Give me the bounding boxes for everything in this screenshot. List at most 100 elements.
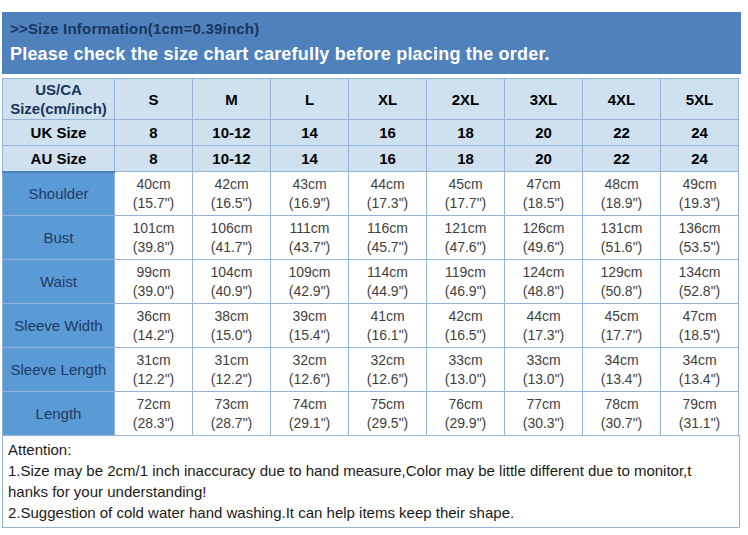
size-cell: 47cm(18.5") xyxy=(661,304,739,348)
inch-value: (30.3") xyxy=(505,414,582,433)
inch-value: (42.9") xyxy=(271,282,348,301)
inch-value: (16.1") xyxy=(349,326,426,345)
corner-header-line2: Size(cm/inch) xyxy=(3,99,114,118)
inch-value: (30.7") xyxy=(583,414,660,433)
shoulder-row: Shoulder 40cm(15.7") 42cm(16.5") 43cm(16… xyxy=(3,172,739,216)
uk-size-label: UK Size xyxy=(3,120,115,146)
inch-value: (28.3") xyxy=(115,414,192,433)
size-cell: 42cm(16.5") xyxy=(427,304,505,348)
corner-header-line1: US/CA xyxy=(3,80,114,99)
au-size-value: 18 xyxy=(427,146,505,172)
uk-size-value: 10-12 xyxy=(193,120,271,146)
inch-value: (18.5") xyxy=(661,326,738,345)
uk-size-value: 24 xyxy=(661,120,739,146)
cm-value: 99cm xyxy=(115,263,192,282)
size-cell: 106cm(41.7") xyxy=(193,216,271,260)
size-cell: 45cm(17.7") xyxy=(583,304,661,348)
row-label-waist: Waist xyxy=(3,260,115,304)
cm-value: 47cm xyxy=(661,307,738,326)
cm-value: 33cm xyxy=(427,351,504,370)
col-header-2xl: 2XL xyxy=(427,79,505,120)
au-size-value: 14 xyxy=(271,146,349,172)
row-label-sleeve-length: Sleeve Length xyxy=(3,348,115,392)
inch-value: (13.0") xyxy=(427,370,504,389)
au-size-value: 22 xyxy=(583,146,661,172)
inch-value: (17.7") xyxy=(427,194,504,213)
attention-heading: Attention: xyxy=(8,439,734,460)
cm-value: 129cm xyxy=(583,263,660,282)
size-cell: 124cm(48.8") xyxy=(505,260,583,304)
inch-value: (51.6") xyxy=(583,238,660,257)
size-cell: 101cm(39.8") xyxy=(115,216,193,260)
inch-value: (16.9") xyxy=(271,194,348,213)
inch-value: (41.7") xyxy=(193,238,270,257)
cm-value: 109cm xyxy=(271,263,348,282)
cm-value: 78cm xyxy=(583,395,660,414)
row-label-sleeve-width: Sleeve Width xyxy=(3,304,115,348)
inch-value: (28.7") xyxy=(193,414,270,433)
inch-value: (44.9") xyxy=(349,282,426,301)
uk-size-value: 20 xyxy=(505,120,583,146)
cm-value: 126cm xyxy=(505,219,582,238)
row-label-bust: Bust xyxy=(3,216,115,260)
inch-value: (50.8") xyxy=(583,282,660,301)
inch-value: (14.2") xyxy=(115,326,192,345)
inch-value: (17.3") xyxy=(505,326,582,345)
cm-value: 41cm xyxy=(349,307,426,326)
uk-size-value: 8 xyxy=(115,120,193,146)
cm-value: 47cm xyxy=(505,175,582,194)
size-cell: 136cm(53.5") xyxy=(661,216,739,260)
col-header-3xl: 3XL xyxy=(505,79,583,120)
inch-value: (39.8") xyxy=(115,238,192,257)
size-cell: 34cm(13.4") xyxy=(661,348,739,392)
row-label-shoulder: Shoulder xyxy=(3,172,115,216)
inch-value: (17.7") xyxy=(583,326,660,345)
corner-header: US/CA Size(cm/inch) xyxy=(3,79,115,120)
cm-value: 33cm xyxy=(505,351,582,370)
au-size-value: 8 xyxy=(115,146,193,172)
size-cell: 77cm(30.3") xyxy=(505,392,583,436)
size-cell: 76cm(29.9") xyxy=(427,392,505,436)
size-cell: 73cm(28.7") xyxy=(193,392,271,436)
cm-value: 111cm xyxy=(271,219,348,238)
size-cell: 33cm(13.0") xyxy=(427,348,505,392)
attention-note-1a: 1.Size may be 2cm/1 inch inaccuracy due … xyxy=(8,460,734,481)
inch-value: (15.7") xyxy=(115,194,192,213)
inch-value: (18.9") xyxy=(583,194,660,213)
au-size-value: 10-12 xyxy=(193,146,271,172)
size-cell: 32cm(12.6") xyxy=(349,348,427,392)
attention-note-1b: hanks for your understanding! xyxy=(8,481,734,502)
inch-value: (12.2") xyxy=(193,370,270,389)
size-cell: 31cm(12.2") xyxy=(115,348,193,392)
cm-value: 76cm xyxy=(427,395,504,414)
inch-value: (31.1") xyxy=(661,414,738,433)
inch-value: (47.6") xyxy=(427,238,504,257)
attention-box: Attention: 1.Size may be 2cm/1 inch inac… xyxy=(2,435,740,528)
cm-value: 31cm xyxy=(115,351,192,370)
inch-value: (29.9") xyxy=(427,414,504,433)
cm-value: 114cm xyxy=(349,263,426,282)
cm-value: 45cm xyxy=(427,175,504,194)
au-size-value: 24 xyxy=(661,146,739,172)
size-cell: 111cm(43.7") xyxy=(271,216,349,260)
col-header-s: S xyxy=(115,79,193,120)
uk-size-value: 16 xyxy=(349,120,427,146)
cm-value: 75cm xyxy=(349,395,426,414)
cm-value: 43cm xyxy=(271,175,348,194)
cm-value: 32cm xyxy=(271,351,348,370)
inch-value: (13.0") xyxy=(505,370,582,389)
col-header-5xl: 5XL xyxy=(661,79,739,120)
cm-value: 74cm xyxy=(271,395,348,414)
col-header-l: L xyxy=(271,79,349,120)
waist-row: Waist 99cm(39.0") 104cm(40.9") 109cm(42.… xyxy=(3,260,739,304)
cm-value: 31cm xyxy=(193,351,270,370)
col-header-4xl: 4XL xyxy=(583,79,661,120)
size-cell: 78cm(30.7") xyxy=(583,392,661,436)
inch-value: (52.8") xyxy=(661,282,738,301)
size-cell: 126cm(49.6") xyxy=(505,216,583,260)
inch-value: (15.0") xyxy=(193,326,270,345)
inch-value: (19.3") xyxy=(661,194,738,213)
size-cell: 131cm(51.6") xyxy=(583,216,661,260)
cm-value: 104cm xyxy=(193,263,270,282)
cm-value: 44cm xyxy=(349,175,426,194)
